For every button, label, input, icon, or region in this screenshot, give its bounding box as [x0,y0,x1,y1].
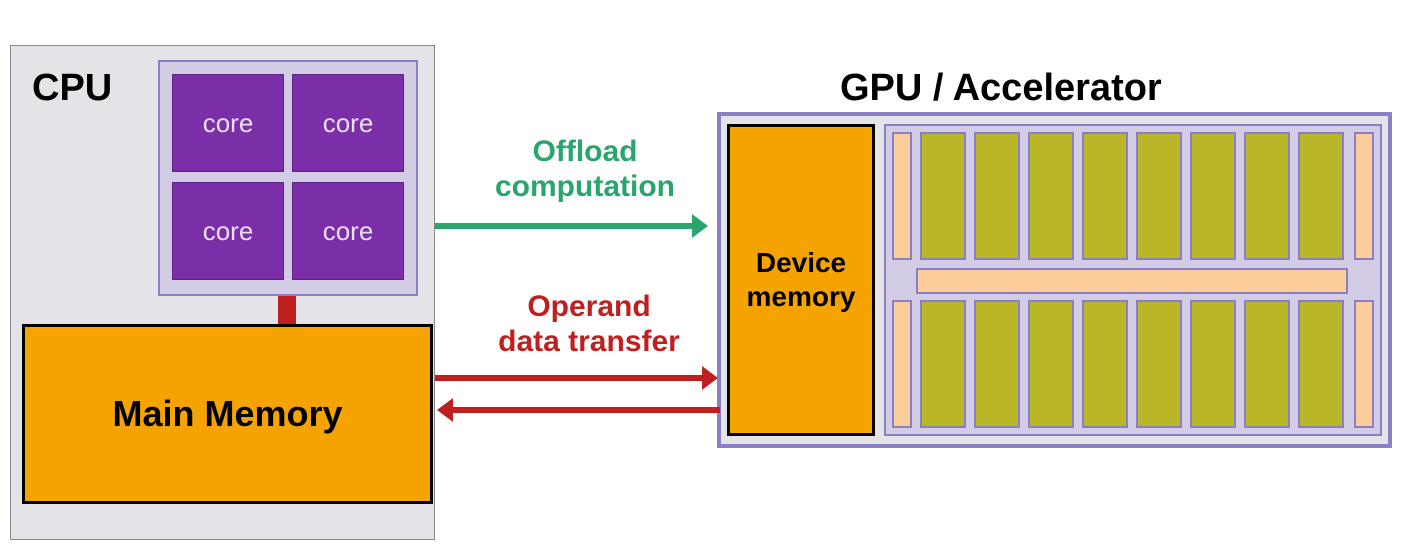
cpu-core: core [172,74,284,172]
cpu-label: CPU [32,67,112,110]
device-memory-box: Devicememory [727,124,875,436]
gpu-sm-block [920,300,966,428]
gpu-side-column [1354,300,1374,428]
main-memory-box: Main Memory [22,324,433,504]
gpu-sm-block [1136,300,1182,428]
cpu-core: core [292,74,404,172]
gpu-sm-block [1190,300,1236,428]
offload-label: Offloadcomputation [470,135,700,204]
offload-arrow [415,206,730,246]
operand-arrow-left [415,390,740,430]
cpu-core: core [172,182,284,280]
gpu-sm-block [920,132,966,260]
gpu-sm-block [1136,132,1182,260]
cpu-core: core [292,182,404,280]
gpu-sm-block [1298,300,1344,428]
gpu-sm-block [1244,300,1290,428]
gpu-sm-block [1028,300,1074,428]
gpu-sm-block [1190,132,1236,260]
device-memory-label: Devicememory [747,246,856,313]
gpu-side-column [892,132,912,260]
gpu-sm-block [1082,132,1128,260]
cpu-memory-connector [278,296,296,324]
gpu-side-column [1354,132,1374,260]
gpu-sm-block [1244,132,1290,260]
gpu-side-column [892,300,912,428]
main-memory-label: Main Memory [112,393,342,435]
gpu-sm-block [974,300,1020,428]
gpu-sm-block [1028,132,1074,260]
gpu-sm-block [1082,300,1128,428]
operand-label: Operanddata transfer [464,290,714,359]
gpu-label: GPU / Accelerator [840,67,1162,110]
gpu-sm-block [1298,132,1344,260]
gpu-sm-block [974,132,1020,260]
gpu-interconnect-bar [916,268,1348,294]
